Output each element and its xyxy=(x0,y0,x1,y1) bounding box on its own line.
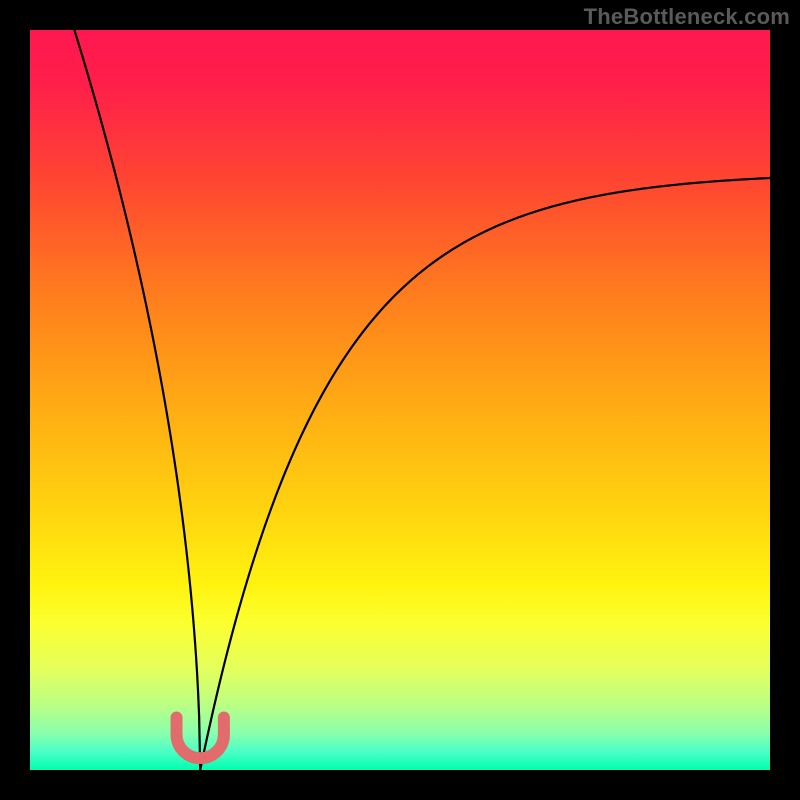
chart-frame: TheBottleneck.com xyxy=(0,0,800,800)
chart-svg xyxy=(0,0,800,800)
watermark-text: TheBottleneck.com xyxy=(584,4,790,30)
gradient-plot-area xyxy=(30,30,770,770)
